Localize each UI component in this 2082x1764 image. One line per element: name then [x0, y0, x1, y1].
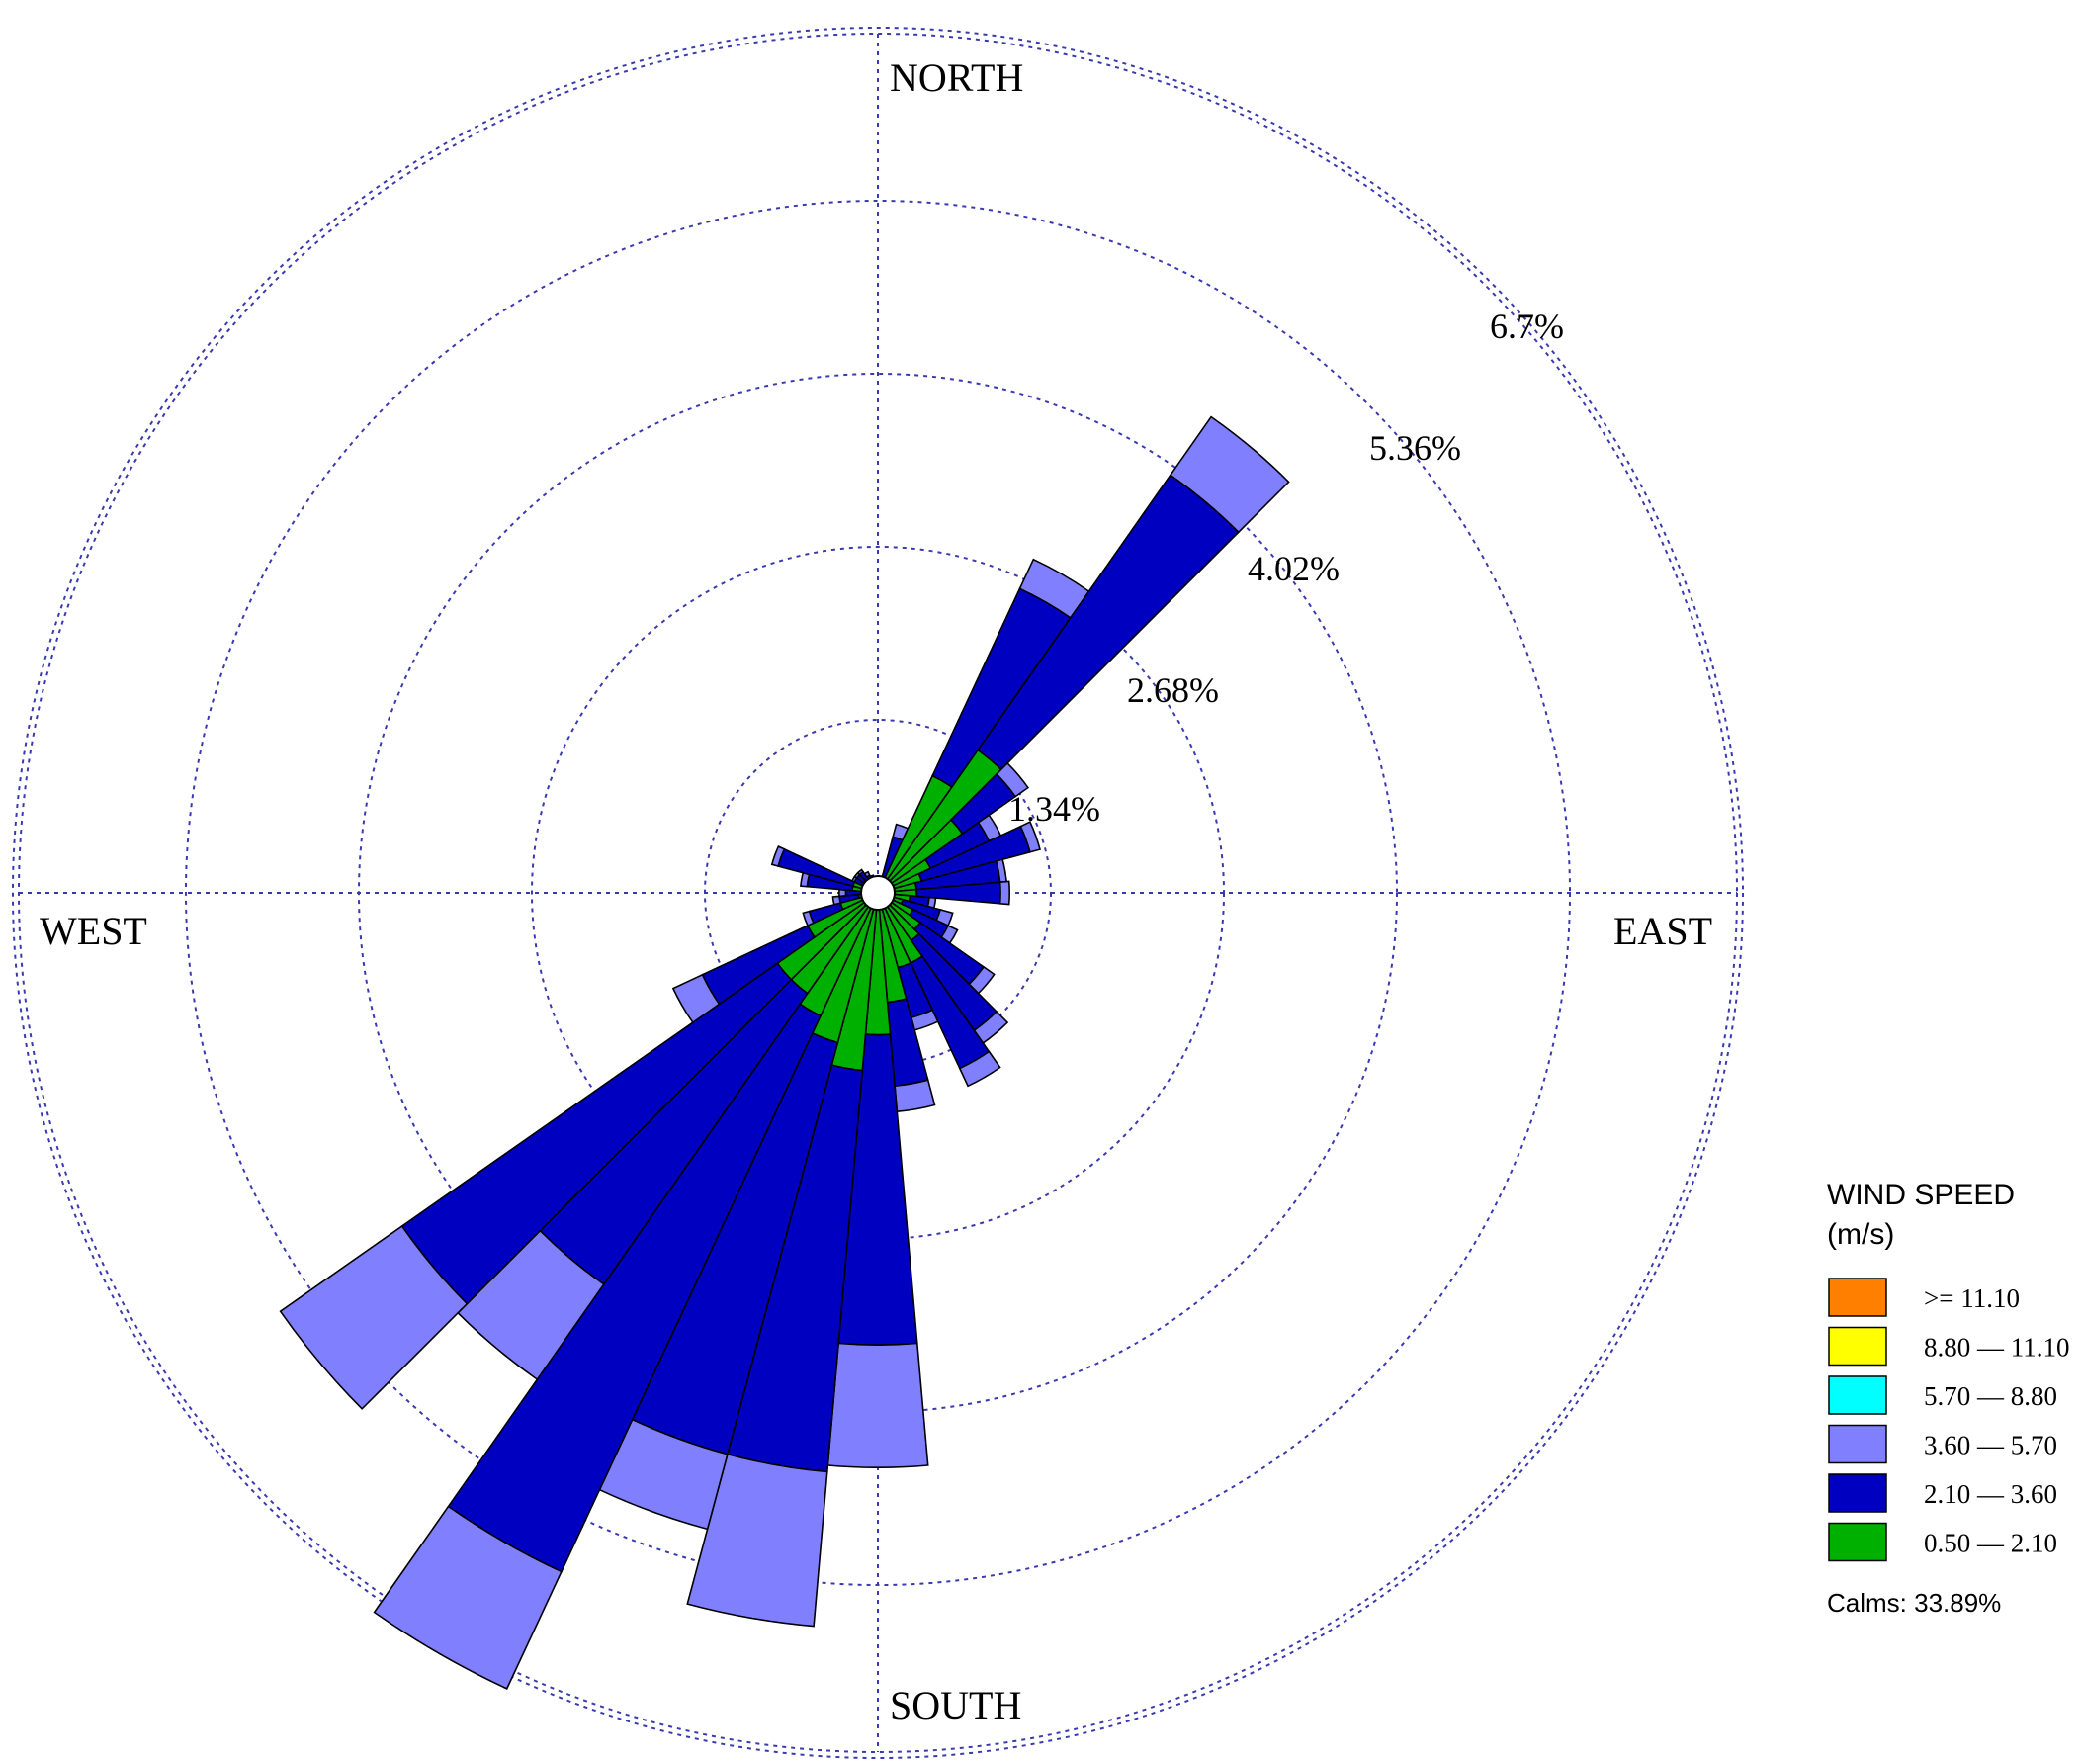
- petal-290-bin-2: [770, 845, 786, 867]
- legend-label-5: 0.50 — 2.10: [1924, 1529, 2057, 1558]
- ring-label-1: 1.34%: [1008, 789, 1100, 829]
- legend-label-4: 2.10 — 3.60: [1924, 1479, 2057, 1509]
- petals: [279, 415, 1290, 1690]
- west-label: WEST: [40, 909, 147, 953]
- petal-40-bin-2: [1169, 415, 1290, 534]
- petal-50-bin-2: [995, 761, 1030, 798]
- legend-swatch-2: [1828, 1375, 1887, 1415]
- petal-90-bin-2: [998, 880, 1011, 906]
- legend-items: >= 11.10 8.80 — 11.10 5.70 — 8.80 3.60 — 5.…: [1828, 1278, 2070, 1562]
- polar-grid: [11, 26, 1745, 1760]
- petal-320-bin-2: [856, 868, 865, 876]
- petal-70-bin-2: [1019, 821, 1041, 853]
- petal-260-bin-2: [831, 895, 842, 906]
- legend-calms: Calms: 33.89%: [1827, 1588, 2001, 1618]
- ring-label-3: 4.02%: [1248, 549, 1340, 588]
- petal-180-bin-2: [826, 1342, 929, 1469]
- legend-label-3: 3.60 — 5.70: [1924, 1431, 2057, 1460]
- petal-230-bin-2: [279, 1224, 469, 1410]
- ring-labels: 1.34% 2.68% 4.02% 5.36% 6.7%: [1008, 307, 1564, 829]
- legend-swatch-1: [1828, 1326, 1887, 1367]
- legend-title-line2: (m/s): [1827, 1218, 1894, 1251]
- calm-center-circle: [860, 875, 896, 911]
- legend-swatch-5: [1828, 1522, 1887, 1562]
- legend-label-2: 5.70 — 8.80: [1924, 1381, 2057, 1411]
- ring-label-5: 6.7%: [1490, 307, 1564, 346]
- petal-250-bin-2: [802, 910, 815, 927]
- east-label: EAST: [1613, 909, 1712, 953]
- legend-label-0: >= 11.10: [1924, 1283, 2020, 1313]
- legend: WIND SPEED (m/s) >= 11.10 8.80 — 11.10 5.7…: [1827, 1179, 2070, 1618]
- legend-swatch-3: [1828, 1424, 1887, 1464]
- grid-ring-5: [11, 26, 1745, 1760]
- ring-label-2: 2.68%: [1127, 670, 1219, 710]
- petal-170-bin-2: [894, 1079, 936, 1113]
- ring-label-4: 5.36%: [1369, 428, 1461, 468]
- north-label: NORTH: [890, 55, 1023, 100]
- petal-330-bin-2: [863, 870, 871, 879]
- legend-label-1: 8.80 — 11.10: [1924, 1333, 2070, 1363]
- south-label: SOUTH: [890, 1683, 1021, 1727]
- petal-240-bin-2: [671, 973, 721, 1024]
- petal-190-bin-2: [686, 1453, 828, 1628]
- petal-210-bin-2: [373, 1505, 563, 1690]
- legend-title-line1: WIND SPEED: [1827, 1179, 2015, 1211]
- legend-swatch-0: [1828, 1278, 1887, 1317]
- legend-swatch-4: [1828, 1473, 1887, 1513]
- petal-150-bin-2: [958, 1050, 1001, 1088]
